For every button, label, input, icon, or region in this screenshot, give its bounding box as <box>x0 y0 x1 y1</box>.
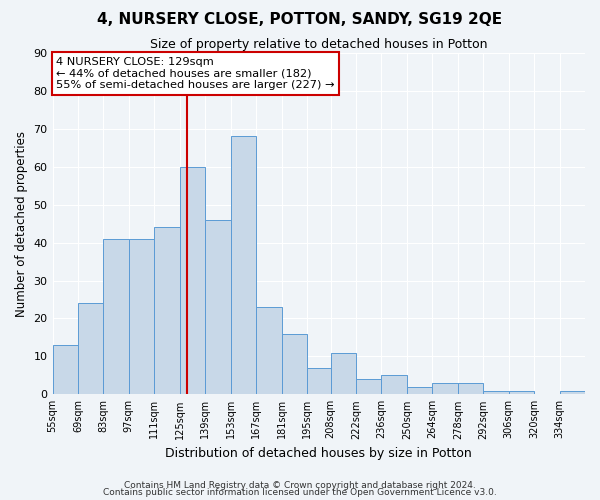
Text: Contains public sector information licensed under the Open Government Licence v3: Contains public sector information licen… <box>103 488 497 497</box>
Bar <box>483 390 509 394</box>
Text: 4 NURSERY CLOSE: 129sqm
← 44% of detached houses are smaller (182)
55% of semi-d: 4 NURSERY CLOSE: 129sqm ← 44% of detache… <box>56 57 335 90</box>
Bar <box>230 136 256 394</box>
Bar <box>53 345 78 395</box>
Bar <box>356 379 382 394</box>
Bar <box>129 239 154 394</box>
Text: Contains HM Land Registry data © Crown copyright and database right 2024.: Contains HM Land Registry data © Crown c… <box>124 480 476 490</box>
Bar <box>78 304 103 394</box>
Title: Size of property relative to detached houses in Potton: Size of property relative to detached ho… <box>150 38 488 51</box>
Text: 4, NURSERY CLOSE, POTTON, SANDY, SG19 2QE: 4, NURSERY CLOSE, POTTON, SANDY, SG19 2Q… <box>97 12 503 28</box>
Bar <box>180 167 205 394</box>
Bar <box>331 352 356 395</box>
Bar <box>433 383 458 394</box>
Bar <box>103 239 129 394</box>
Bar <box>407 386 433 394</box>
Bar <box>382 376 407 394</box>
Bar <box>509 390 534 394</box>
Bar <box>458 383 483 394</box>
Bar <box>307 368 331 394</box>
X-axis label: Distribution of detached houses by size in Potton: Distribution of detached houses by size … <box>166 447 472 460</box>
Bar <box>205 220 230 394</box>
Bar <box>560 390 585 394</box>
Y-axis label: Number of detached properties: Number of detached properties <box>15 130 28 316</box>
Bar <box>281 334 307 394</box>
Bar <box>154 228 180 394</box>
Bar <box>256 307 281 394</box>
